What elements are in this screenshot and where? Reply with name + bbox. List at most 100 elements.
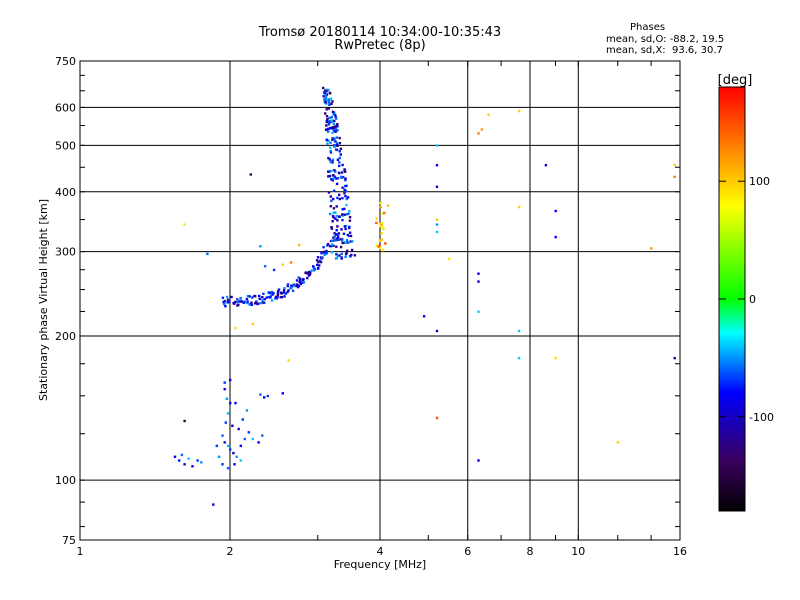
data-point — [328, 91, 332, 95]
x-tick-label: 16 — [673, 545, 687, 558]
data-point — [336, 144, 339, 147]
data-point — [246, 300, 249, 303]
data-point — [340, 228, 343, 231]
data-point — [336, 237, 340, 240]
data-point — [333, 137, 336, 141]
data-point — [343, 225, 346, 228]
data-point — [348, 219, 352, 222]
data-point — [306, 271, 309, 275]
data-point — [282, 291, 285, 294]
phase-header: Phases — [630, 22, 666, 33]
data-point — [235, 455, 238, 458]
data-point — [236, 298, 239, 301]
data-point — [331, 100, 334, 103]
data-point — [272, 268, 276, 272]
data-point — [379, 205, 382, 209]
data-point — [255, 300, 258, 303]
data-point — [346, 196, 350, 199]
data-point — [341, 163, 344, 167]
data-point — [256, 302, 260, 305]
data-point — [262, 292, 265, 295]
data-point — [335, 205, 338, 208]
data-point — [223, 381, 226, 384]
data-point — [341, 208, 344, 211]
data-point — [325, 138, 328, 142]
data-point — [261, 296, 264, 299]
data-point — [330, 119, 333, 122]
x-tick-labels: 1 2 4 6 8 10 16 — [77, 545, 688, 558]
data-point — [345, 238, 349, 242]
data-point — [340, 171, 344, 174]
data-point — [346, 233, 349, 237]
data-point — [379, 246, 382, 250]
data-point — [375, 244, 378, 247]
data-point — [477, 459, 480, 462]
data-point — [327, 156, 330, 160]
data-point — [337, 171, 341, 174]
data-point — [324, 97, 328, 100]
data-point — [326, 98, 329, 102]
data-point — [330, 126, 333, 130]
data-point — [241, 418, 244, 421]
data-point — [335, 177, 338, 180]
data-point — [276, 293, 280, 296]
data-point — [295, 279, 299, 282]
data-point — [345, 213, 349, 216]
data-point — [318, 259, 322, 263]
data-point — [353, 254, 357, 257]
data-point — [332, 127, 335, 131]
data-point — [183, 463, 186, 466]
data-point — [344, 177, 347, 180]
data-point — [246, 295, 250, 298]
data-point — [310, 269, 313, 272]
data-point — [616, 441, 620, 444]
data-point — [248, 303, 251, 306]
data-point — [297, 284, 301, 288]
data-point — [327, 102, 331, 105]
data-point — [380, 232, 383, 235]
data-point — [339, 147, 343, 150]
data-point — [351, 240, 354, 243]
data-point — [327, 107, 330, 110]
data-point — [336, 233, 339, 237]
data-point — [383, 211, 386, 215]
data-point — [650, 247, 653, 250]
data-point — [341, 218, 344, 222]
data-point — [263, 265, 267, 268]
data-point — [283, 295, 286, 298]
data-point — [336, 158, 340, 161]
data-point — [251, 322, 254, 326]
data-point — [221, 463, 224, 466]
data-point — [315, 259, 319, 262]
data-point — [334, 148, 338, 151]
data-point — [287, 359, 290, 362]
data-point — [435, 185, 439, 188]
data-point — [325, 115, 329, 118]
colorbar-tick-label: 100 — [749, 175, 770, 188]
data-point — [341, 213, 344, 216]
data-point — [329, 212, 332, 216]
data-point — [338, 141, 342, 145]
data-point — [269, 296, 272, 299]
data-point — [332, 244, 335, 247]
data-point — [335, 141, 339, 144]
data-point — [344, 195, 347, 198]
data-point — [271, 293, 274, 296]
data-point — [332, 126, 336, 129]
data-point — [215, 444, 218, 448]
data-point — [236, 301, 240, 304]
data-point — [239, 444, 242, 448]
data-point — [324, 101, 327, 104]
data-point — [263, 396, 266, 399]
data-point — [183, 419, 186, 423]
data-point — [249, 173, 252, 176]
data-point — [230, 295, 233, 299]
colorbar-tick-label: -100 — [749, 411, 774, 424]
data-point — [335, 136, 339, 139]
data-point — [226, 444, 230, 448]
data-point — [335, 117, 338, 120]
data-point — [338, 164, 341, 168]
data-point — [343, 213, 346, 216]
data-point — [299, 282, 302, 286]
data-point — [339, 153, 342, 156]
